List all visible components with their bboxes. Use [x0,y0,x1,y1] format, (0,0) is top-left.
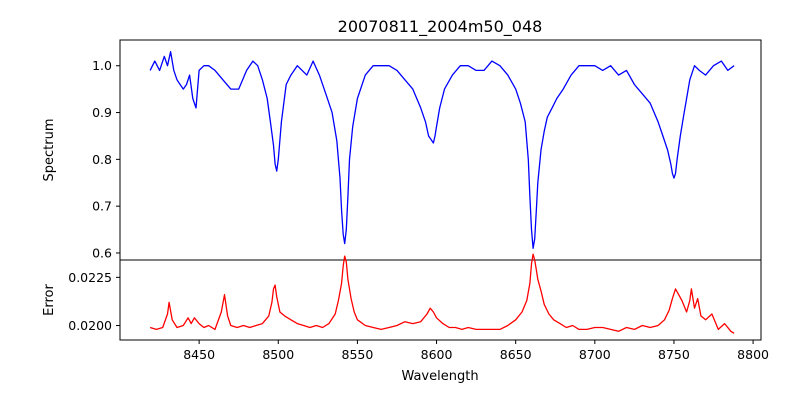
x-tick-label: 8800 [737,347,769,362]
x-tick-label: 8700 [579,347,611,362]
x-tick-label: 8600 [421,347,453,362]
error-y-ticks: 0.0200 0.0225 [68,270,120,333]
x-tick-label: 8650 [500,347,532,362]
chart-title: 20070811_2004m50_048 [338,17,543,37]
error-series-line [149,253,735,334]
spectrum-y-tick-label: 0.8 [92,152,112,167]
spectrum-panel: 0.6 0.7 0.8 0.9 1.0 Spectrum [42,39,762,261]
x-tick-label: 8750 [658,347,690,362]
error-x-ticks: 8450 8500 8550 8600 8650 8700 8750 8800 [183,340,769,362]
spectrum-y-tick-label: 0.7 [92,199,112,214]
error-y-tick-label: 0.0225 [68,270,112,285]
x-tick-label: 8550 [342,347,374,362]
spectrum-y-tick-label: 0.6 [92,245,112,260]
spectrum-series-line [149,51,735,249]
error-panel: 0.0200 0.0225 8450 8500 8550 8600 8650 8700 875… [42,253,769,384]
spectrum-axes-frame [119,39,762,261]
x-tick-label: 8450 [183,347,215,362]
error-axes-frame [119,259,762,341]
spectrum-y-tick-label: 0.9 [92,105,112,120]
error-y-axis-label: Error [42,284,57,316]
error-y-tick-label: 0.0200 [68,318,112,333]
spectrum-y-axis-label: Spectrum [42,119,57,182]
spectrum-y-ticks: 0.6 0.7 0.8 0.9 1.0 [92,58,120,260]
x-axis-label: Wavelength [401,369,478,384]
x-tick-label: 8500 [262,347,294,362]
spectrum-y-tick-label: 1.0 [92,58,112,73]
